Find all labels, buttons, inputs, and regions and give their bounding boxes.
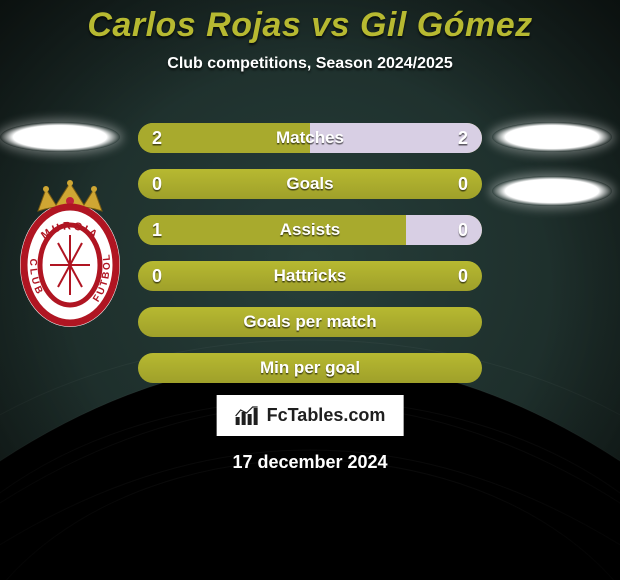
chart-icon (235, 406, 259, 426)
brand-text: FcTables.com (267, 405, 386, 426)
club-badge-murcia: MURCIA CLUB FUTBOL (10, 175, 130, 330)
brand-watermark: FcTables.com (217, 395, 404, 436)
team-logo-slot-right-bottom (492, 176, 612, 206)
player-left-name: Carlos Rojas (87, 6, 301, 44)
footer-date: 17 december 2024 (0, 452, 620, 473)
subtitle: Club competitions, Season 2024/2025 (0, 55, 620, 73)
stat-label: Goals (138, 169, 482, 199)
stat-label: Assists (138, 215, 482, 245)
stat-row: Min per goal (138, 353, 482, 383)
stat-row: 00Goals (138, 169, 482, 199)
stats-panel: 22Matches 00Goals 10Assists 00Hattricks Goal… (138, 123, 482, 399)
page-title: Carlos Rojas vs Gil Gómez (0, 0, 620, 45)
stat-label: Hattricks (138, 261, 482, 291)
vs-separator: vs (311, 6, 350, 44)
stat-row: 10Assists (138, 215, 482, 245)
player-right-name: Gil Gómez (360, 6, 533, 44)
team-logo-slot-right-top (492, 122, 612, 152)
stat-row: 22Matches (138, 123, 482, 153)
stat-label: Matches (138, 123, 482, 153)
stat-label: Goals per match (138, 307, 482, 337)
stat-row: 00Hattricks (138, 261, 482, 291)
stat-label: Min per goal (138, 353, 482, 383)
team-logo-slot-left (0, 122, 120, 152)
stat-row: Goals per match (138, 307, 482, 337)
